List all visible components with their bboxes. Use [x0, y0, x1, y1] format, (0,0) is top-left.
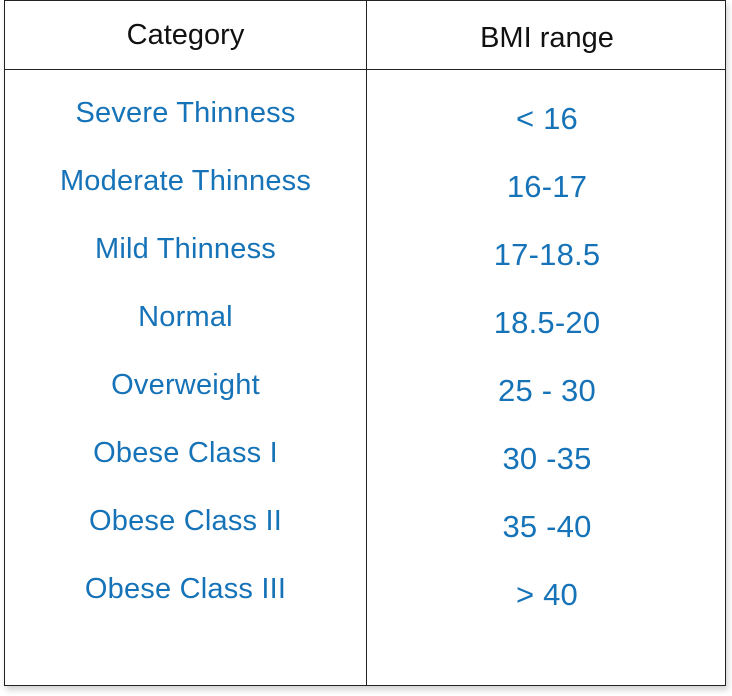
bmi-range-cell: 16-17: [506, 169, 588, 204]
bmi-range-cell: 30 -35: [502, 441, 592, 476]
category-cell: Obese Class I: [93, 437, 278, 469]
category-cell: Normal: [138, 301, 233, 333]
header-category: Category: [126, 18, 245, 51]
category-cell: Mild Thinness: [95, 233, 276, 265]
category-cell: Moderate Thinness: [59, 165, 312, 197]
category-cell: Obese Class II: [89, 505, 282, 537]
bmi-range-cell: 35 -40: [502, 509, 592, 544]
category-column: Severe Thinness Moderate Thinness Mild T…: [5, 97, 366, 641]
bmi-range-column: < 16 16-17 17-18.5 18.5-20 25 - 30 30 -3…: [367, 101, 727, 645]
category-cell: Overweight: [111, 369, 260, 401]
bmi-range-cell: > 40: [516, 577, 578, 612]
category-cell: Severe Thinness: [75, 97, 296, 129]
bmi-range-cell: 25 - 30: [498, 373, 596, 408]
column-divider: [366, 1, 367, 685]
header-bmi-range: BMI range: [480, 21, 614, 54]
category-cell: Obese Class III: [84, 573, 287, 605]
bmi-range-cell: 17-18.5: [493, 237, 601, 272]
bmi-range-cell: 18.5-20: [493, 305, 601, 340]
header-divider: [5, 69, 725, 70]
bmi-table: Category BMI range Severe Thinness Moder…: [4, 0, 726, 686]
bmi-range-cell: < 16: [516, 101, 578, 136]
